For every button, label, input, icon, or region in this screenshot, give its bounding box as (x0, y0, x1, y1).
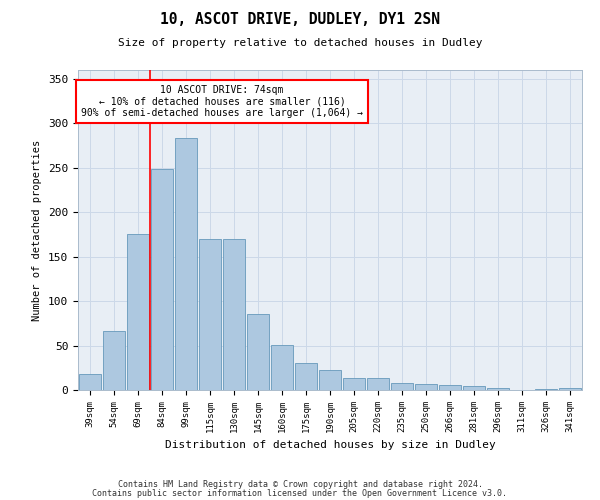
Bar (463, 386, 485, 390)
Bar (391, 383, 413, 390)
Text: Contains HM Land Registry data © Crown copyright and database right 2024.: Contains HM Land Registry data © Crown c… (118, 480, 482, 489)
Bar (487, 388, 509, 390)
Bar (559, 388, 581, 390)
Bar (439, 384, 461, 390)
Text: Contains public sector information licensed under the Open Government Licence v3: Contains public sector information licen… (92, 489, 508, 498)
Bar (199, 239, 221, 390)
Bar (79, 374, 101, 390)
Bar (223, 239, 245, 390)
Bar (319, 370, 341, 390)
Bar (127, 234, 149, 390)
Bar (271, 344, 293, 390)
Bar (415, 384, 437, 390)
Y-axis label: Number of detached properties: Number of detached properties (32, 140, 43, 320)
Text: 10 ASCOT DRIVE: 74sqm
← 10% of detached houses are smaller (116)
90% of semi-det: 10 ASCOT DRIVE: 74sqm ← 10% of detached … (81, 84, 363, 117)
Bar (343, 378, 365, 390)
Bar (295, 364, 317, 390)
Text: 10, ASCOT DRIVE, DUDLEY, DY1 2SN: 10, ASCOT DRIVE, DUDLEY, DY1 2SN (160, 12, 440, 28)
X-axis label: Distribution of detached houses by size in Dudley: Distribution of detached houses by size … (164, 440, 496, 450)
Bar (535, 389, 557, 390)
Text: Size of property relative to detached houses in Dudley: Size of property relative to detached ho… (118, 38, 482, 48)
Bar (151, 168, 173, 390)
Bar (247, 314, 269, 390)
Bar (175, 138, 197, 390)
Bar (103, 332, 125, 390)
Bar (367, 378, 389, 390)
